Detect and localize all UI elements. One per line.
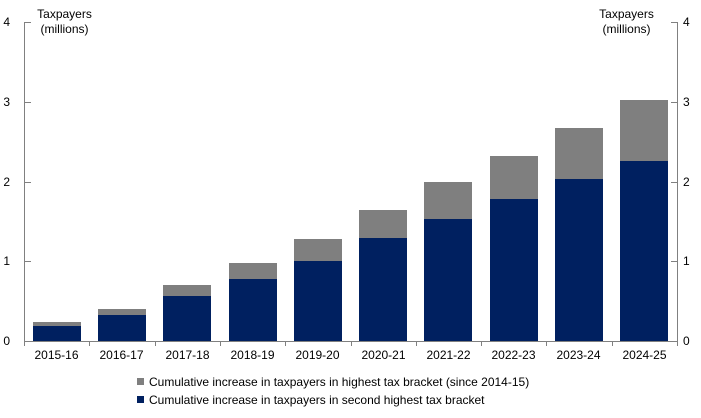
y-tick-label-right: 0	[683, 334, 690, 348]
x-boundary-tick	[155, 342, 156, 346]
y-tick-right	[671, 261, 677, 262]
y-axis-left-line	[24, 22, 25, 341]
y-axis-title-left: Taxpayers (millions)	[24, 7, 105, 37]
y-tick-label-left: 4	[3, 15, 10, 29]
y-tick-right	[671, 182, 677, 183]
x-boundary-tick	[89, 342, 90, 346]
bar-segment-highest-2019-20	[294, 239, 342, 261]
bar-segment-highest-2022-23	[490, 156, 538, 199]
x-axis-label-2015-16: 2015-16	[34, 348, 79, 362]
legend-item: Cumulative increase in taxpayers in seco…	[137, 392, 485, 407]
bar-segment-highest-2015-16	[33, 322, 81, 326]
y-tick-right	[671, 22, 677, 23]
x-axis-label-2024-25: 2024-25	[622, 348, 667, 362]
bar-segment-second-highest-2018-19	[229, 279, 277, 341]
y-axis-title-right-line1: Taxpayers	[599, 7, 654, 21]
bar-segment-second-highest-2017-18	[163, 296, 211, 341]
x-boundary-tick	[612, 342, 613, 346]
bar-segment-highest-2017-18	[163, 285, 211, 296]
y-axis-title-right: Taxpayers (millions)	[586, 7, 667, 37]
x-boundary-tick	[220, 342, 221, 346]
y-tick-label-right: 4	[683, 15, 690, 29]
y-tick-label-right: 3	[683, 95, 690, 109]
bar-segment-highest-2018-19	[229, 263, 277, 279]
bar-segment-second-highest-2023-24	[555, 179, 603, 341]
legend-item: Cumulative increase in taxpayers in high…	[137, 374, 530, 389]
bar-segment-second-highest-2021-22	[424, 218, 472, 341]
x-boundary-tick	[481, 342, 482, 346]
y-tick-label-left: 1	[3, 254, 10, 268]
x-axis-label-2018-19: 2018-19	[230, 348, 275, 362]
bar-segment-highest-2021-22	[424, 182, 472, 219]
x-boundary-tick	[416, 342, 417, 346]
y-tick-right	[671, 341, 677, 342]
x-axis-label-2016-17: 2016-17	[99, 348, 144, 362]
bar-segment-highest-2016-17	[98, 309, 146, 315]
bar-segment-second-highest-2022-23	[490, 199, 538, 341]
y-axis-title-left-line1: Taxpayers	[37, 7, 92, 21]
x-axis-label-2017-18: 2017-18	[165, 348, 210, 362]
y-tick-label-right: 1	[683, 254, 690, 268]
x-boundary-tick	[351, 342, 352, 346]
y-axis-right-line	[677, 22, 678, 341]
x-axis-label-2020-21: 2020-21	[361, 348, 406, 362]
y-tick-left	[25, 261, 31, 262]
x-axis-label-2019-20: 2019-20	[295, 348, 340, 362]
bar-segment-highest-2024-25	[620, 100, 668, 161]
bar-segment-second-highest-2020-21	[359, 238, 407, 341]
y-tick-right	[671, 102, 677, 103]
bar-segment-second-highest-2019-20	[294, 260, 342, 341]
y-tick-left	[25, 341, 31, 342]
x-axis-label-2023-24: 2023-24	[556, 348, 601, 362]
bar-segment-second-highest-2024-25	[620, 161, 668, 341]
x-axis-label-2021-22: 2021-22	[426, 348, 471, 362]
x-axis-line	[24, 341, 678, 342]
y-tick-left	[25, 22, 31, 23]
y-tick-label-left: 0	[3, 334, 10, 348]
y-tick-label-left: 3	[3, 95, 10, 109]
y-axis-title-right-line2: (millions)	[602, 22, 651, 36]
legend-marker-icon	[137, 396, 144, 403]
legend-label: Cumulative increase in taxpayers in high…	[149, 374, 530, 389]
x-boundary-tick	[24, 342, 25, 346]
x-axis-label-2022-23: 2022-23	[491, 348, 536, 362]
x-boundary-tick	[677, 342, 678, 346]
y-tick-left	[25, 182, 31, 183]
y-tick-left	[25, 102, 31, 103]
y-tick-label-right: 2	[683, 175, 690, 189]
bar-segment-second-highest-2016-17	[98, 315, 146, 341]
bar-segment-highest-2020-21	[359, 210, 407, 238]
x-boundary-tick	[285, 342, 286, 346]
bar-segment-second-highest-2015-16	[33, 326, 81, 341]
y-tick-label-left: 2	[3, 175, 10, 189]
legend-label: Cumulative increase in taxpayers in seco…	[149, 392, 485, 407]
legend-marker-icon	[137, 378, 144, 385]
bar-segment-highest-2023-24	[555, 128, 603, 179]
x-boundary-tick	[546, 342, 547, 346]
y-axis-title-left-line2: (millions)	[40, 22, 89, 36]
